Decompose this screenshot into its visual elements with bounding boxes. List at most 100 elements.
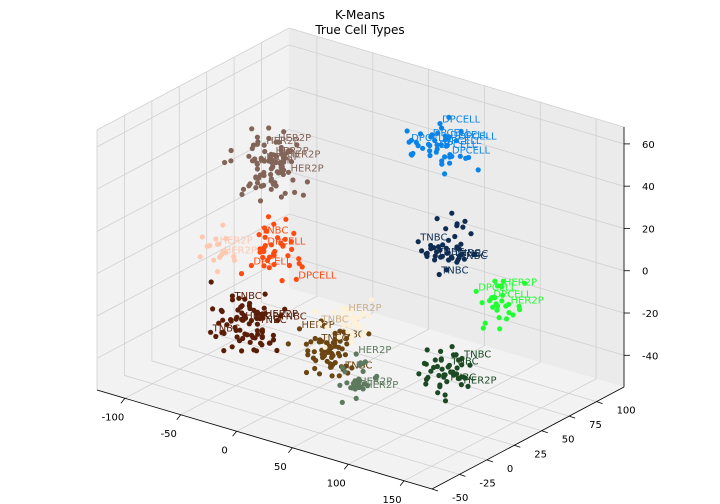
data-point [332,330,338,336]
point-label: TNBC [258,315,286,326]
data-point [265,214,272,220]
data-point [466,154,472,161]
data-point [517,307,523,313]
y-grid-line [206,71,542,432]
data-point [262,234,268,240]
data-point [490,304,496,310]
data-point [282,190,288,196]
data-point [324,340,330,346]
data-point [271,252,277,258]
data-point [428,246,434,252]
y-grid-line [261,42,597,402]
data-point [272,248,278,255]
data-point [449,344,455,350]
data-point [428,368,434,374]
data-point [336,334,342,340]
data-point [213,236,219,242]
z-grid-line [96,213,625,317]
data-point [215,269,221,275]
data-point [211,257,217,263]
data-point [256,175,262,181]
data-point [442,154,448,160]
data-point [415,239,421,245]
data-point [208,329,214,335]
z-tick-label: 0 [642,267,648,278]
data-point [440,242,446,248]
data-point [337,328,343,334]
data-point [299,264,305,270]
data-point [273,160,279,166]
data-point [360,310,366,316]
data-point [279,278,285,284]
data-point [268,178,274,184]
data-point [268,171,274,178]
data-point [285,169,292,175]
data-point [436,372,442,379]
data-point [322,344,328,350]
x-tick [399,480,405,486]
data-point [349,308,355,314]
data-point [305,348,311,354]
data-point [456,357,462,363]
data-point [249,145,255,152]
data-point [499,298,505,304]
data-point [278,151,284,157]
data-point [409,152,415,158]
z-tick-label: -40 [642,351,658,362]
data-point [357,314,363,320]
data-point [352,314,358,320]
z-tick-label: -20 [642,309,658,320]
data-point [423,251,429,257]
data-point [222,159,228,166]
point-label: HER2P [259,155,292,166]
y-tick-label: 50 [562,435,575,446]
data-point [311,349,317,355]
data-point [303,341,309,347]
data-point [218,307,224,313]
data-point [349,365,355,371]
data-point [423,381,429,387]
data-point [454,259,460,265]
data-point [208,279,214,285]
point-label: DPCELL [443,136,482,147]
data-point [266,265,272,271]
data-point [353,351,359,357]
x-grid-line [180,52,374,416]
data-point [261,182,267,188]
data-point [432,257,438,263]
data-point [234,334,240,340]
data-point [434,216,440,222]
x-axis-line [96,389,433,490]
data-point [503,316,510,322]
data-point [497,326,503,332]
data-point [288,239,294,245]
data-point [267,340,273,346]
data-point [217,254,223,260]
data-point [459,374,465,380]
data-point [332,336,338,342]
data-point [450,369,456,375]
data-point [278,194,284,200]
data-point [236,295,242,301]
point-label: TNBC [260,226,288,237]
data-point [261,305,267,311]
data-point [238,271,245,277]
data-point [262,148,268,155]
data-point [276,139,282,145]
data-point [434,142,440,148]
data-point [446,134,452,140]
data-point [296,260,302,267]
data-point [237,327,243,333]
data-point [351,304,357,310]
data-point [290,177,296,183]
data-point [438,142,444,148]
z-tick-label: 40 [642,182,655,193]
data-point [452,233,458,240]
data-point [435,130,441,136]
data-point [339,305,345,311]
point-label: HER2P [276,146,309,157]
data-point [441,372,447,378]
data-point [296,256,302,262]
data-point [467,362,473,368]
point-label: DPCELL [442,115,481,126]
